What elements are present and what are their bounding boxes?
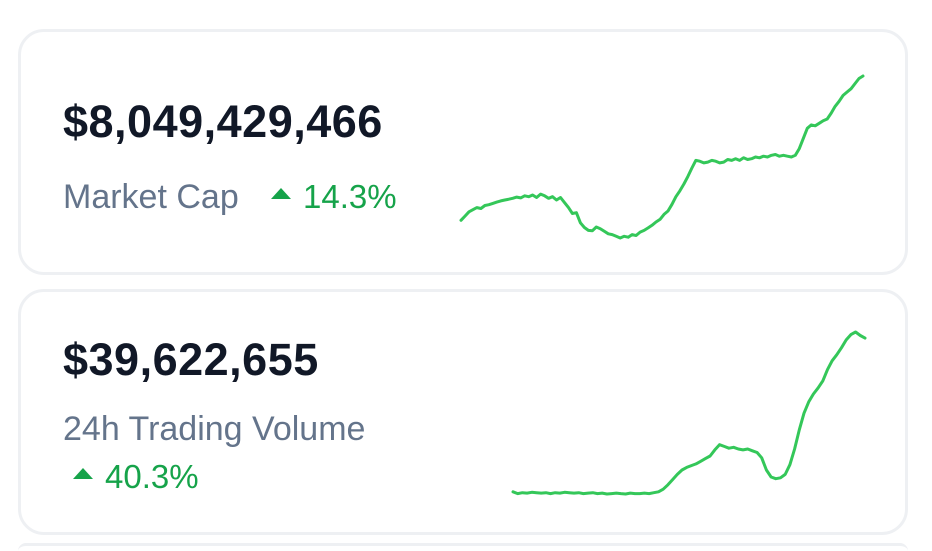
trading-volume-change: 40.3% — [73, 458, 199, 496]
market-cap-card[interactable]: $8,049,429,466 Market Cap 14.3% — [18, 29, 908, 275]
market-cap-sparkline — [459, 74, 865, 240]
caret-up-icon — [73, 467, 93, 479]
trading-volume-sparkline — [511, 330, 867, 496]
caret-up-icon — [271, 187, 291, 199]
trading-volume-label: 24h Trading Volume — [63, 410, 366, 448]
market-cap-value: $8,049,429,466 — [63, 96, 383, 147]
sparkline-path — [459, 74, 865, 240]
market-cap-change: 14.3% — [271, 178, 397, 216]
market-cap-label: Market Cap — [63, 178, 239, 216]
sparkline-path — [511, 330, 867, 496]
next-card-edge — [18, 543, 908, 551]
trading-volume-change-value: 40.3% — [105, 458, 199, 495]
trading-volume-card[interactable]: $39,622,655 24h Trading Volume 40.3% — [18, 289, 908, 535]
trading-volume-value: $39,622,655 — [63, 334, 319, 385]
market-cap-change-value: 14.3% — [303, 178, 397, 215]
